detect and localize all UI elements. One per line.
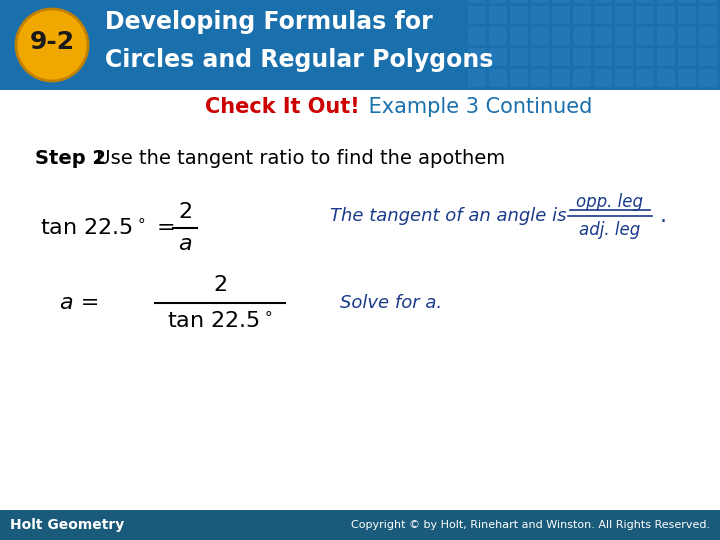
FancyBboxPatch shape <box>489 27 507 45</box>
FancyBboxPatch shape <box>657 0 675 3</box>
Text: Holt Geometry: Holt Geometry <box>10 518 125 532</box>
Text: opp. leg: opp. leg <box>577 193 644 211</box>
FancyBboxPatch shape <box>636 48 654 66</box>
FancyBboxPatch shape <box>531 6 549 24</box>
FancyBboxPatch shape <box>636 27 654 45</box>
FancyBboxPatch shape <box>636 0 654 3</box>
FancyBboxPatch shape <box>531 27 549 45</box>
FancyBboxPatch shape <box>657 6 675 24</box>
FancyBboxPatch shape <box>594 27 612 45</box>
FancyBboxPatch shape <box>0 128 720 510</box>
FancyBboxPatch shape <box>552 27 570 45</box>
FancyBboxPatch shape <box>468 69 486 87</box>
FancyBboxPatch shape <box>636 6 654 24</box>
FancyBboxPatch shape <box>678 0 696 3</box>
FancyBboxPatch shape <box>552 6 570 24</box>
Text: Developing Formulas for: Developing Formulas for <box>105 10 433 34</box>
FancyBboxPatch shape <box>699 48 717 66</box>
FancyBboxPatch shape <box>0 0 720 90</box>
Text: adj. leg: adj. leg <box>580 221 641 239</box>
FancyBboxPatch shape <box>573 27 591 45</box>
FancyBboxPatch shape <box>510 6 528 24</box>
FancyBboxPatch shape <box>552 0 570 3</box>
FancyBboxPatch shape <box>510 0 528 3</box>
Text: Circles and Regular Polygons: Circles and Regular Polygons <box>105 48 493 72</box>
Circle shape <box>16 9 88 81</box>
Text: Copyright © by Holt, Rinehart and Winston. All Rights Reserved.: Copyright © by Holt, Rinehart and Winsto… <box>351 520 710 530</box>
Text: 2: 2 <box>178 202 192 222</box>
FancyBboxPatch shape <box>0 510 720 540</box>
FancyBboxPatch shape <box>573 0 591 3</box>
FancyBboxPatch shape <box>510 27 528 45</box>
FancyBboxPatch shape <box>615 69 633 87</box>
FancyBboxPatch shape <box>657 48 675 66</box>
FancyBboxPatch shape <box>510 48 528 66</box>
FancyBboxPatch shape <box>594 0 612 3</box>
Text: 9-2: 9-2 <box>30 30 75 54</box>
Text: Example 3 Continued: Example 3 Continued <box>362 97 593 117</box>
FancyBboxPatch shape <box>531 0 549 3</box>
Text: The tangent of an angle is: The tangent of an angle is <box>330 207 567 225</box>
Text: Use the tangent ratio to find the apothem: Use the tangent ratio to find the apothe… <box>90 148 505 167</box>
Text: Solve for a.: Solve for a. <box>340 294 442 312</box>
FancyBboxPatch shape <box>510 69 528 87</box>
FancyBboxPatch shape <box>489 48 507 66</box>
FancyBboxPatch shape <box>657 27 675 45</box>
Text: a =: a = <box>60 293 99 313</box>
FancyBboxPatch shape <box>594 6 612 24</box>
FancyBboxPatch shape <box>552 69 570 87</box>
FancyBboxPatch shape <box>468 6 486 24</box>
FancyBboxPatch shape <box>573 48 591 66</box>
FancyBboxPatch shape <box>678 27 696 45</box>
Text: 2: 2 <box>213 275 227 295</box>
FancyBboxPatch shape <box>699 69 717 87</box>
FancyBboxPatch shape <box>531 69 549 87</box>
FancyBboxPatch shape <box>657 69 675 87</box>
FancyBboxPatch shape <box>573 6 591 24</box>
Text: a: a <box>178 234 192 254</box>
FancyBboxPatch shape <box>489 6 507 24</box>
FancyBboxPatch shape <box>636 69 654 87</box>
Text: Check It Out!: Check It Out! <box>205 97 360 117</box>
FancyBboxPatch shape <box>699 6 717 24</box>
FancyBboxPatch shape <box>531 48 549 66</box>
FancyBboxPatch shape <box>699 0 717 3</box>
FancyBboxPatch shape <box>615 27 633 45</box>
Text: Step 2: Step 2 <box>35 148 106 167</box>
FancyBboxPatch shape <box>573 69 591 87</box>
FancyBboxPatch shape <box>594 69 612 87</box>
FancyBboxPatch shape <box>678 48 696 66</box>
FancyBboxPatch shape <box>615 6 633 24</box>
FancyBboxPatch shape <box>468 0 486 3</box>
FancyBboxPatch shape <box>489 0 507 3</box>
FancyBboxPatch shape <box>594 48 612 66</box>
Text: tan 22.5$^\circ$ =: tan 22.5$^\circ$ = <box>40 218 175 238</box>
FancyBboxPatch shape <box>615 48 633 66</box>
FancyBboxPatch shape <box>678 69 696 87</box>
Text: tan 22.5$^\circ$: tan 22.5$^\circ$ <box>167 310 273 332</box>
FancyBboxPatch shape <box>468 27 486 45</box>
FancyBboxPatch shape <box>699 27 717 45</box>
FancyBboxPatch shape <box>468 48 486 66</box>
FancyBboxPatch shape <box>489 69 507 87</box>
Text: .: . <box>660 206 667 226</box>
FancyBboxPatch shape <box>678 6 696 24</box>
FancyBboxPatch shape <box>615 0 633 3</box>
FancyBboxPatch shape <box>0 90 720 124</box>
FancyBboxPatch shape <box>552 48 570 66</box>
